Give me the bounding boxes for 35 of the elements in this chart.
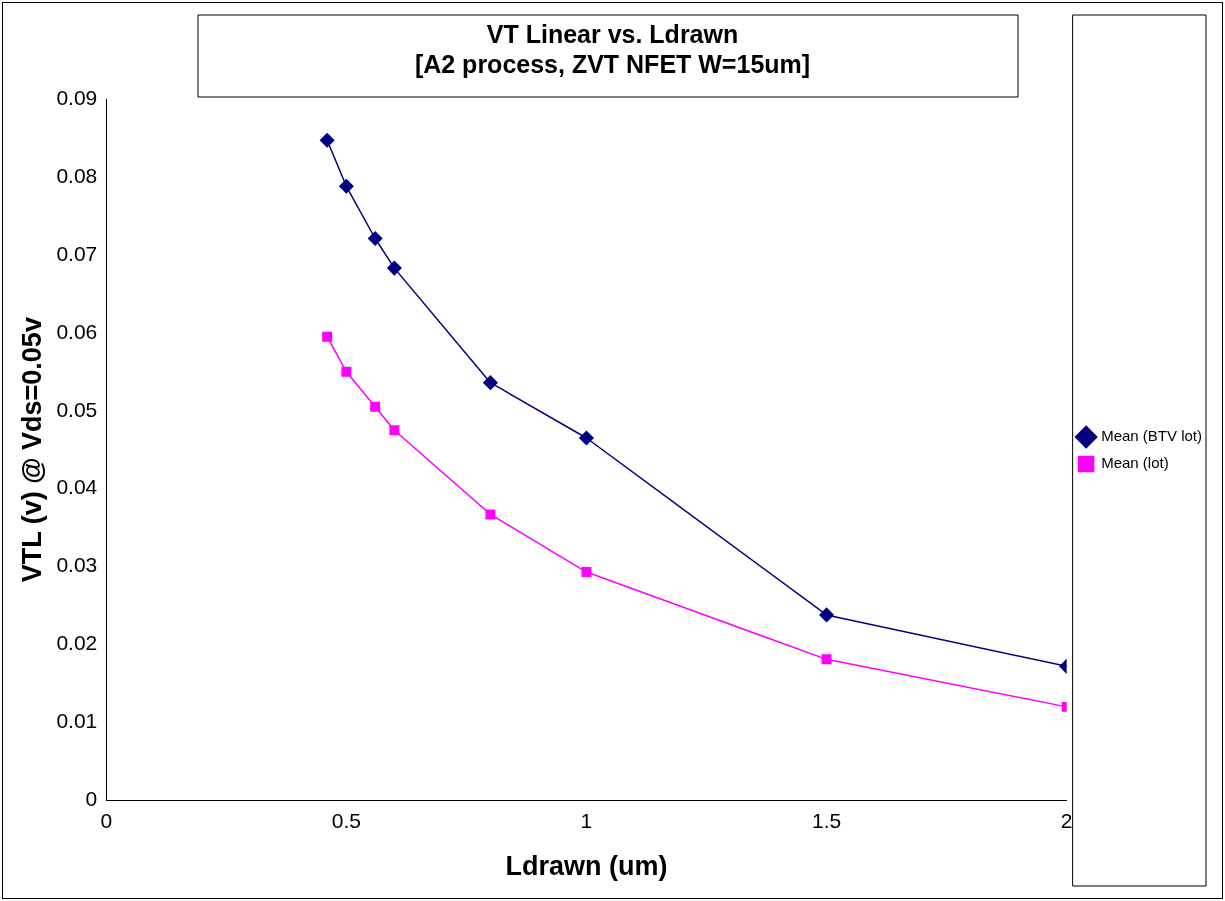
point <box>581 567 592 578</box>
legend-label: Mean (lot) <box>1101 454 1169 472</box>
point <box>483 375 498 390</box>
x-tick-label: 1.5 <box>811 808 842 832</box>
text: VT Linear vs. Ldrawn <box>486 19 739 48</box>
y-tick-label: 0.05 <box>56 397 98 421</box>
point <box>322 331 333 342</box>
text: [A2 process, ZVT NFET W=15um] <box>414 49 811 78</box>
y-tick-label: 0.08 <box>56 163 98 187</box>
x-tick-label: 0 <box>100 808 113 832</box>
point <box>341 366 352 377</box>
point <box>485 509 496 520</box>
point <box>387 260 402 276</box>
x-tick-label: 2 <box>1060 808 1073 832</box>
point <box>579 430 594 446</box>
y-tick-label: 0.03 <box>56 553 98 577</box>
point <box>819 607 834 623</box>
point <box>319 133 335 148</box>
y-tick-label: 0.02 <box>56 631 98 655</box>
point <box>367 231 383 246</box>
x-tick-label: 0.5 <box>331 808 361 832</box>
x-axis-title: Ldrawn (um) <box>505 851 668 882</box>
x-tick-label: 1 <box>580 808 593 832</box>
point <box>370 401 381 412</box>
point <box>389 425 400 436</box>
y-tick-label: 0.07 <box>56 241 98 265</box>
point <box>339 179 354 194</box>
y-tick-label: 0 <box>85 787 98 811</box>
y-axis-title: VTL (v) @ Vds=0.05v <box>16 317 47 583</box>
y-tick-label: 0.09 <box>56 85 98 109</box>
legend-label: Mean (BTV lot) <box>1101 427 1203 445</box>
y-tick-label: 0.04 <box>56 475 98 499</box>
y-tick-label: 0.06 <box>56 319 98 343</box>
y-tick-label: 0.01 <box>56 709 98 733</box>
point <box>821 654 832 665</box>
